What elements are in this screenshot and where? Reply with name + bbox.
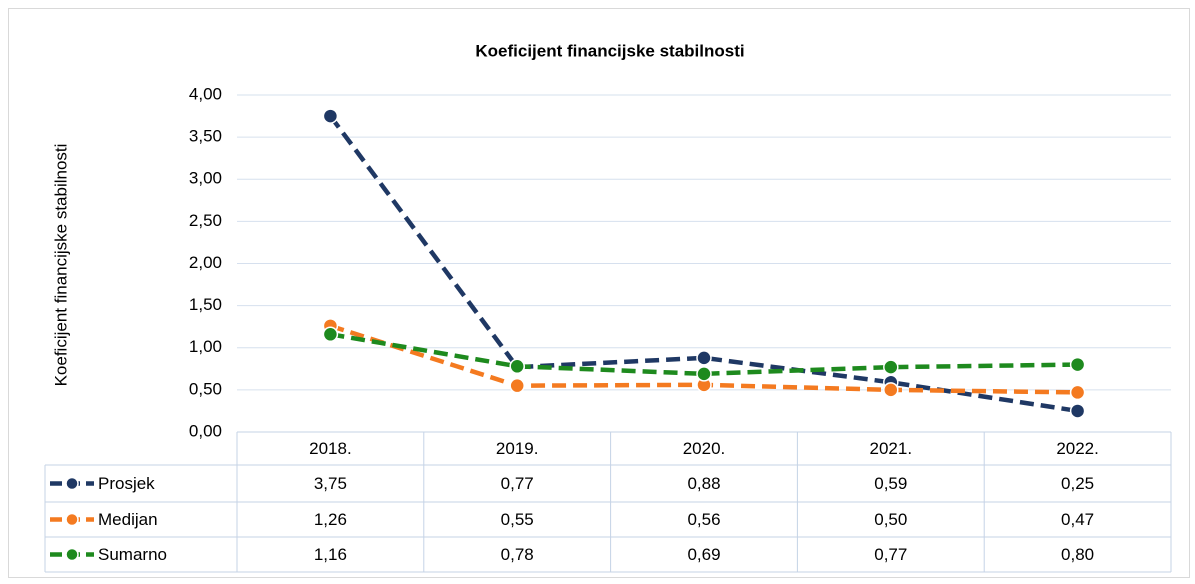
x-tick-label: 2019.: [496, 439, 539, 458]
table-cell: 1,16: [314, 545, 347, 564]
chart-title: Koeficijent financijske stabilnosti: [475, 41, 744, 60]
y-tick-label: 3,00: [189, 169, 222, 188]
x-tick-label: 2022.: [1056, 439, 1099, 458]
data-point: [1069, 356, 1086, 373]
y-tick-label: 0,00: [189, 421, 222, 440]
series-line: [330, 332, 1078, 377]
table-cell: 1,26: [314, 510, 347, 529]
table-cell: 0,78: [501, 545, 534, 564]
data-point: [696, 350, 712, 366]
table-cell: 0,80: [1061, 545, 1094, 564]
table-cell: 0,55: [501, 510, 534, 529]
chart-frame: [8, 8, 1190, 578]
x-tick-label: 2018.: [309, 439, 352, 458]
y-tick-label: 4,00: [189, 84, 222, 103]
data-point: [883, 359, 899, 375]
y-tick-label: 1,00: [189, 337, 222, 356]
y-tick-label: 1,50: [189, 295, 222, 314]
legend-label: Medijan: [98, 510, 158, 529]
legend-key-marker: [65, 547, 79, 562]
y-tick-label: 2,00: [189, 253, 222, 272]
table-cell: 3,75: [314, 474, 347, 493]
y-tick-label: 3,50: [189, 127, 222, 146]
table-cell: 0,77: [501, 474, 534, 493]
table-cell: 0,56: [687, 510, 720, 529]
x-tick-label: 2020.: [683, 439, 726, 458]
y-axis-label: Koeficijent financijske stabilnosti: [51, 144, 70, 387]
data-point: [1069, 384, 1086, 401]
x-tick-label: 2021.: [870, 439, 913, 458]
data-point: [696, 366, 712, 382]
data-point: [509, 377, 525, 394]
table-cell: 0,88: [687, 474, 720, 493]
y-tick-label: 2,50: [189, 211, 222, 230]
data-point: [322, 108, 339, 124]
legend-key-marker: [65, 476, 79, 491]
legend-key-marker: [65, 512, 79, 527]
data-point: [322, 326, 339, 343]
table-cell: 0,59: [874, 474, 907, 493]
data-point: [883, 382, 899, 398]
table-cell: 0,69: [687, 545, 720, 564]
legend-label: Sumarno: [98, 545, 167, 564]
legend-label: Prosjek: [98, 474, 155, 493]
table-cell: 0,77: [874, 545, 907, 564]
table-cell: 0,25: [1061, 474, 1094, 493]
data-point: [509, 358, 525, 375]
data-point: [1069, 403, 1086, 419]
y-tick-label: 0,50: [189, 379, 222, 398]
table-cell: 0,47: [1061, 510, 1094, 529]
table-cell: 0,50: [874, 510, 907, 529]
